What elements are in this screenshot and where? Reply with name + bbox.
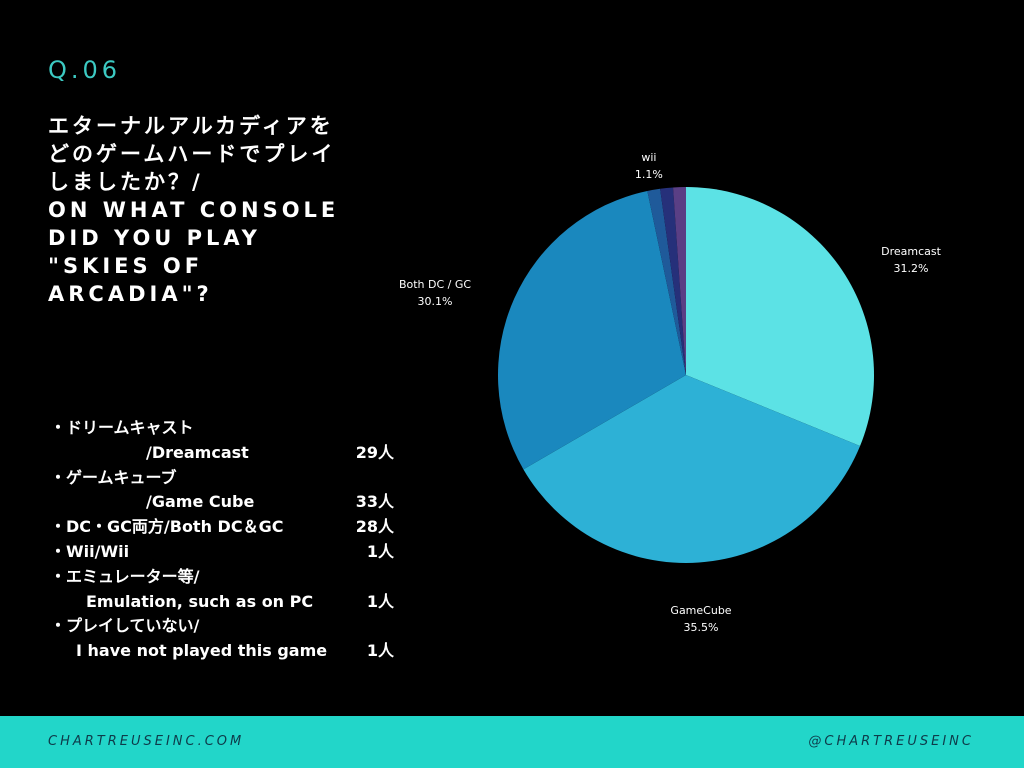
stat-text: ・ゲームキューブ — [50, 467, 177, 487]
stat-count: 1人 — [366, 591, 394, 611]
question-en-line-2: DID YOU PLAY — [48, 226, 261, 250]
pie-slice-unlabeled-4 — [660, 187, 686, 375]
stat-line: Emulation, such as on PC 1人 — [50, 590, 400, 615]
stat-count: 29人 — [355, 442, 394, 462]
slice-value-label: 1.1% — [635, 168, 663, 181]
question-en-line-1: ON WHAT CONSOLE — [48, 198, 340, 222]
question-ja-line-2: どのゲームハードでプレイ — [48, 142, 336, 166]
pie-slice-gamecube — [523, 375, 861, 563]
stat-text: ・DC・GC両方/Both DC＆GC — [50, 517, 284, 537]
slice-label: Dreamcast — [881, 245, 941, 258]
stat-count: 1人 — [366, 641, 394, 661]
question-en-line-3: "SKIES OF — [48, 254, 204, 278]
question-ja-line-1: エターナルアルカディアを — [48, 114, 334, 138]
stat-line: /Game Cube 33人 — [50, 490, 400, 515]
slice-label: Both DC / GC — [399, 278, 471, 291]
stat-text: Emulation, such as on PC — [86, 591, 314, 611]
stat-line: ・Wii/Wii 1人 — [50, 540, 400, 565]
pie-slice-dreamcast — [686, 187, 874, 447]
stat-count: 33人 — [355, 492, 394, 512]
slice-value-label: 35.5% — [684, 621, 719, 634]
question-ja-line-3: しましたか？/ — [48, 170, 203, 194]
footer-handle: @CHARTREUSEINC — [808, 734, 974, 749]
pie-slice-unlabeled-3 — [647, 188, 686, 375]
stat-text: /Game Cube — [146, 492, 255, 512]
stat-line: /Dreamcast 29人 — [50, 441, 400, 466]
stat-text: ・ドリームキャスト — [50, 418, 194, 437]
stat-line: I have not played this game 1人 — [50, 639, 400, 664]
stat-text: /Dreamcast — [146, 442, 249, 462]
stat-line: ・プレイしていない/ — [50, 614, 400, 639]
stat-text: ・エミュレーター等/ — [50, 566, 200, 586]
question-title: エターナルアルカディアを どのゲームハードでプレイ しましたか？/ ON WHA… — [48, 112, 408, 308]
question-en-line-4: ARCADIA"? — [48, 282, 213, 306]
stat-count: 28人 — [355, 517, 394, 537]
stat-text: ・Wii/Wii — [50, 541, 130, 561]
slice-label: wii — [641, 151, 656, 164]
question-number: Q.06 — [48, 56, 122, 84]
pie-slice-wii — [673, 187, 686, 375]
slice-label: GameCube — [670, 604, 731, 617]
stat-line: ・DC・GC両方/Both DC＆GC 28人 — [50, 515, 400, 540]
stat-line: ・エミュレーター等/ — [50, 565, 400, 590]
footer-bar: CHARTREUSEINC.COM @CHARTREUSEINC — [0, 716, 1024, 768]
response-count-list: ・ドリームキャスト /Dreamcast 29人 ・ゲームキューブ /Game … — [50, 416, 400, 664]
footer-website: CHARTREUSEINC.COM — [48, 734, 245, 749]
pie-slice-both-dc-gc — [498, 191, 686, 470]
slice-value-label: 31.2% — [894, 262, 929, 275]
stat-text: I have not played this game — [76, 641, 328, 661]
stat-count: 1人 — [366, 541, 394, 561]
slice-value-label: 30.1% — [418, 295, 453, 308]
stat-line: ・ドリームキャスト — [50, 416, 400, 441]
pie-chart: Dreamcast 31.2% GameCube 35.5% Both DC / GC 3… — [399, 151, 942, 634]
stat-line: ・ゲームキューブ — [50, 466, 400, 491]
stat-text: ・プレイしていない/ — [50, 616, 200, 636]
